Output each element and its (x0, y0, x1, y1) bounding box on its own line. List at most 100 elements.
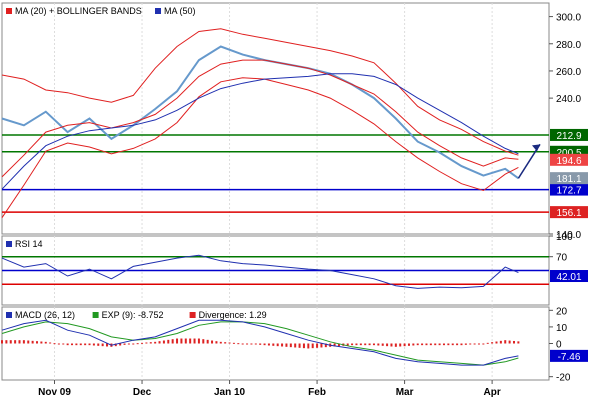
divergence-bar (219, 341, 222, 344)
divergence-bar (372, 343, 375, 346)
divergence-bar (119, 343, 122, 346)
divergence-bar (447, 343, 450, 346)
value-tag-1: 181.1 (550, 172, 588, 185)
divergence-bar (241, 343, 244, 345)
y-tick-label-rsi-1: 70 (556, 253, 568, 264)
legend-swatch-rsi-0 (6, 241, 12, 247)
level-tag-3: 156.1 (550, 206, 588, 219)
value-tag-0: 194.6 (550, 153, 588, 167)
level-tag-1-label: 200.5 (556, 148, 581, 159)
panel-frame-macd (1, 306, 550, 381)
divergence-bar (469, 343, 472, 345)
divergence-bar (184, 338, 187, 344)
value-tag-0-label: 194.6 (556, 156, 581, 167)
legend-swatch-macd-2 (189, 312, 196, 318)
divergence-bar (22, 340, 25, 344)
divergence-bar (167, 339, 170, 344)
level-tag-0: 212.9 (550, 128, 588, 142)
divergence-bar (228, 342, 231, 344)
legend-label-macd-0: MACD (26, 12) (15, 310, 75, 320)
rsi-series-0 (1, 254, 519, 289)
divergence-bar (281, 343, 284, 347)
divergence-bar (499, 340, 502, 344)
divergence-bar (473, 343, 476, 345)
divergence-bar (132, 343, 135, 345)
divergence-bar (337, 343, 340, 347)
rsi-value-tag: 42.01 (550, 270, 588, 283)
divergence-bar (57, 343, 60, 345)
divergence-bar (259, 343, 262, 345)
legend-swatch-price-0 (6, 8, 12, 14)
value-tag-1-box (550, 172, 588, 185)
divergence-bar (71, 343, 74, 346)
trend-arrow-head (532, 144, 540, 152)
divergence-bar (79, 343, 82, 346)
rsi-value-tag-label: 42.01 (556, 272, 581, 283)
legend-swatch-price-1 (155, 8, 161, 14)
divergence-bar (368, 343, 371, 346)
y-tick-label-price-0: 140.0 (556, 230, 581, 241)
divergence-bar (254, 343, 257, 345)
divergence-bar (460, 343, 463, 346)
y-tick-label-macd-1: 10 (556, 323, 568, 334)
divergence-bar (97, 343, 100, 346)
divergence-bar (84, 343, 87, 346)
series-ma20 (1, 59, 519, 178)
divergence-bar (18, 340, 21, 344)
x-tick-label-1: Dec (133, 387, 152, 398)
divergence-bar (36, 341, 39, 344)
divergence-bar (320, 343, 323, 348)
divergence-bar (359, 343, 362, 346)
divergence-bar (31, 340, 34, 344)
divergence-bar (407, 343, 410, 346)
divergence-bar (276, 343, 279, 347)
divergence-bar (434, 343, 437, 346)
level-tag-2-box (550, 183, 588, 196)
divergence-bar (49, 342, 52, 344)
macd-value-tag-box (550, 349, 588, 362)
divergence-bar (114, 343, 117, 347)
divergence-bar (180, 338, 183, 344)
divergence-bar (346, 343, 349, 346)
divergence-bar (272, 343, 275, 346)
divergence-bar (141, 342, 144, 344)
legend-label-price-0: MA (20) + BOLLINGER BANDS (15, 6, 142, 16)
divergence-bar (298, 343, 301, 348)
legend-swatch-macd-1 (92, 312, 99, 318)
divergence-bar (1, 340, 3, 344)
level-tag-0-label: 212.9 (556, 131, 581, 142)
value-tag-0-box (550, 153, 588, 166)
divergence-bar (324, 343, 327, 348)
divergence-bar (442, 343, 445, 346)
divergence-bar (162, 340, 165, 344)
divergence-bar (27, 340, 30, 344)
divergence-bar (176, 338, 179, 344)
divergence-bar (316, 343, 319, 348)
divergence-bar (403, 343, 406, 347)
divergence-bar (508, 340, 511, 344)
macd-value-tag-label: -7.46 (558, 352, 581, 363)
divergence-bar (394, 343, 397, 347)
divergence-bar (482, 343, 485, 345)
divergence-bar (451, 343, 454, 346)
divergence-bar (237, 343, 240, 345)
level-tag-2: 172.7 (550, 183, 588, 197)
y-tick-label-macd-0: 20 (556, 306, 568, 317)
divergence-bar (477, 343, 480, 345)
divergence-bar (171, 339, 174, 344)
divergence-bar (377, 343, 380, 346)
divergence-bar (285, 343, 288, 347)
divergence-bar (246, 343, 249, 345)
divergence-bar (250, 343, 253, 345)
divergence-bar (158, 341, 161, 344)
divergence-bar (263, 343, 266, 346)
x-tick-label-2: Jan 10 (214, 387, 246, 398)
level-tag-3-box (550, 206, 588, 219)
divergence-bar (44, 341, 47, 344)
x-tick-label-3: Feb (308, 387, 326, 398)
value-tag-1-label: 181.1 (556, 174, 581, 185)
divergence-bar (53, 343, 56, 345)
divergence-bar (425, 343, 428, 346)
divergence-bar (289, 343, 292, 348)
